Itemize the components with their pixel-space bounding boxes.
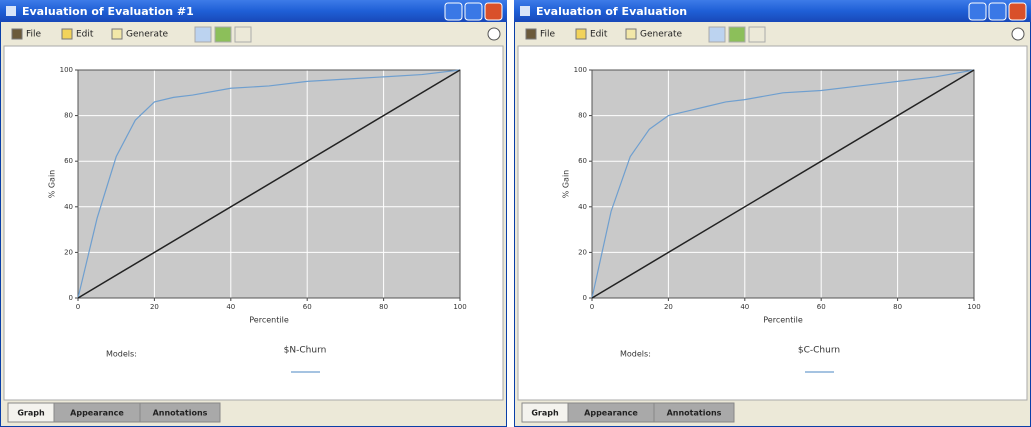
legend-title: Models: [620,350,651,359]
legend-entry: $C-Churn [798,346,840,356]
x-tick-label: 20 [664,303,673,311]
menu-item[interactable]: Generate [126,30,168,40]
y-tick-label: 80 [64,112,73,120]
y-tick-label: 60 [64,157,73,165]
x-tick-label: 0 [590,303,594,311]
tool-button[interactable] [235,27,251,42]
window-title: Evaluation of Evaluation [536,5,687,18]
y-tick-label: 80 [578,112,587,120]
tool-button[interactable] [729,27,745,42]
menu-icon [526,29,536,39]
x-tick-label: 0 [76,303,80,311]
help-button[interactable] [488,28,500,40]
menu-icon [12,29,22,39]
y-tick-label: 20 [578,248,587,256]
minimize-button[interactable] [445,3,462,20]
y-tick-label: 60 [578,157,587,165]
y-tick-label: 20 [64,248,73,256]
tab-label[interactable]: Graph [17,409,45,418]
maximize-button[interactable] [989,3,1006,20]
menu-icon [112,29,122,39]
menu-item[interactable]: Edit [590,30,608,40]
tab-label[interactable]: Annotations [667,409,722,418]
menu-item[interactable]: File [540,30,556,40]
tool-button[interactable] [195,27,211,42]
menu-item[interactable]: Edit [76,30,94,40]
x-tick-label: 80 [379,303,388,311]
menu-item[interactable]: Generate [640,30,682,40]
y-axis-label: % Gain [48,170,57,199]
x-tick-label: 20 [150,303,159,311]
window-icon [6,6,16,16]
x-tick-label: 40 [226,303,235,311]
legend-title: Models: [106,350,137,359]
y-tick-label: 40 [578,203,587,211]
y-tick-label: 40 [64,203,73,211]
y-tick-label: 0 [583,294,587,302]
tab-label[interactable]: Appearance [584,409,638,418]
y-tick-label: 100 [574,66,587,74]
window-title: Evaluation of Evaluation #1 [22,5,194,18]
x-tick-label: 40 [740,303,749,311]
tab-label[interactable]: Appearance [70,409,124,418]
maximize-button[interactable] [465,3,482,20]
x-tick-label: 60 [817,303,826,311]
x-tick-label: 100 [967,303,980,311]
x-tick-label: 60 [303,303,312,311]
help-button[interactable] [1012,28,1024,40]
y-tick-label: 100 [60,66,73,74]
tool-button[interactable] [709,27,725,42]
y-axis-label: % Gain [562,170,571,199]
x-tick-label: 100 [453,303,466,311]
minimize-button[interactable] [969,3,986,20]
tab-label[interactable]: Annotations [153,409,208,418]
menu-item[interactable]: File [26,30,42,40]
tab-label[interactable]: Graph [531,409,559,418]
window-icon [520,6,530,16]
close-button[interactable] [1009,3,1026,20]
x-tick-label: 80 [893,303,902,311]
y-tick-label: 0 [69,294,73,302]
menu-icon [62,29,72,39]
x-axis-label: Percentile [763,316,803,325]
legend-entry: $N-Churn [284,346,327,356]
tool-button[interactable] [215,27,231,42]
menu-icon [576,29,586,39]
x-axis-label: Percentile [249,316,289,325]
tool-button[interactable] [749,27,765,42]
close-button[interactable] [485,3,502,20]
screen: Evaluation of Evaluation #1 File Edit Gener… [0,0,1031,427]
menu-icon [626,29,636,39]
